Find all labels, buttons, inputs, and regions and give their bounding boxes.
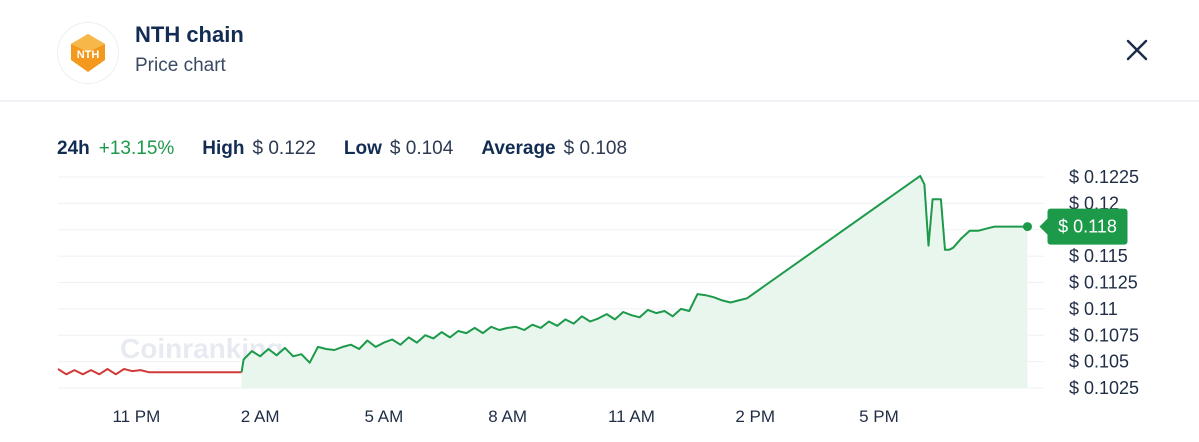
y-tick-label: $ 0.11 xyxy=(1069,299,1118,319)
y-tick-label: $ 0.1075 xyxy=(1069,325,1139,345)
header: NTH NTH chain Price chart xyxy=(0,0,1199,102)
coin-logo: NTH xyxy=(57,22,119,84)
current-price-label: $ 0.118 xyxy=(1058,217,1117,237)
y-tick-label: $ 0.1025 xyxy=(1069,378,1139,398)
average-label: Average xyxy=(481,138,556,159)
current-price-marker: $ 0.118 xyxy=(1022,208,1128,245)
high-label: High xyxy=(202,138,245,159)
price-stats: 24h +13.15% High $ 0.122 Low $ 0.104 Ave… xyxy=(57,138,627,164)
x-tick-label: 5 PM xyxy=(859,407,899,426)
y-tick-label: $ 0.12 xyxy=(1069,193,1119,213)
coin-name: NTH chain xyxy=(135,22,244,47)
y-tick-label: $ 0.1225 xyxy=(1069,167,1139,187)
price-tag xyxy=(1047,208,1128,245)
y-tick-label: $ 0.105 xyxy=(1069,352,1129,372)
last-point-dot xyxy=(1022,222,1032,232)
series-line-down xyxy=(57,368,242,376)
logo-text: NTH xyxy=(77,49,100,61)
x-tick-label: 2 AM xyxy=(241,407,280,426)
price-chart[interactable]: Coinranking $ 0.1225$ 0.12$ 0.115$ 0.112… xyxy=(0,160,1199,442)
x-tick-label: 11 AM xyxy=(608,407,655,426)
low-value: $ 0.104 xyxy=(389,138,454,159)
y-tick-label: $ 0.115 xyxy=(1069,246,1128,266)
average-value: $ 0.108 xyxy=(563,138,628,159)
x-tick-label: 5 AM xyxy=(365,407,404,426)
price-tag-pointer xyxy=(1039,218,1048,235)
chart-series xyxy=(57,174,1028,388)
period-label: 24h xyxy=(57,138,90,159)
high-value: $ 0.122 xyxy=(252,138,316,159)
y-axis: $ 0.1225 $ 0.12 $ 0.115 $ 0.1125 $ 0.11 $ 0.1… xyxy=(1069,167,1139,398)
x-tick-label: 11 PM xyxy=(112,407,160,426)
change-value: +13.15% xyxy=(98,138,175,159)
page-subtitle: Price chart xyxy=(135,55,226,76)
series-line-up xyxy=(240,174,1028,373)
nth-logo-icon: NTH xyxy=(71,34,105,72)
low-label: Low xyxy=(343,138,382,159)
close-icon[interactable] xyxy=(1124,37,1150,63)
x-tick-label: 8 AM xyxy=(488,407,527,426)
x-axis: 11 PM 2 AM 5 AM 8 AM 11 AM 2 PM 5 PM xyxy=(112,407,898,426)
y-tick-label: $ 0.1125 xyxy=(1069,273,1138,293)
x-tick-label: 2 PM xyxy=(735,407,775,426)
area-fill xyxy=(241,175,1028,388)
